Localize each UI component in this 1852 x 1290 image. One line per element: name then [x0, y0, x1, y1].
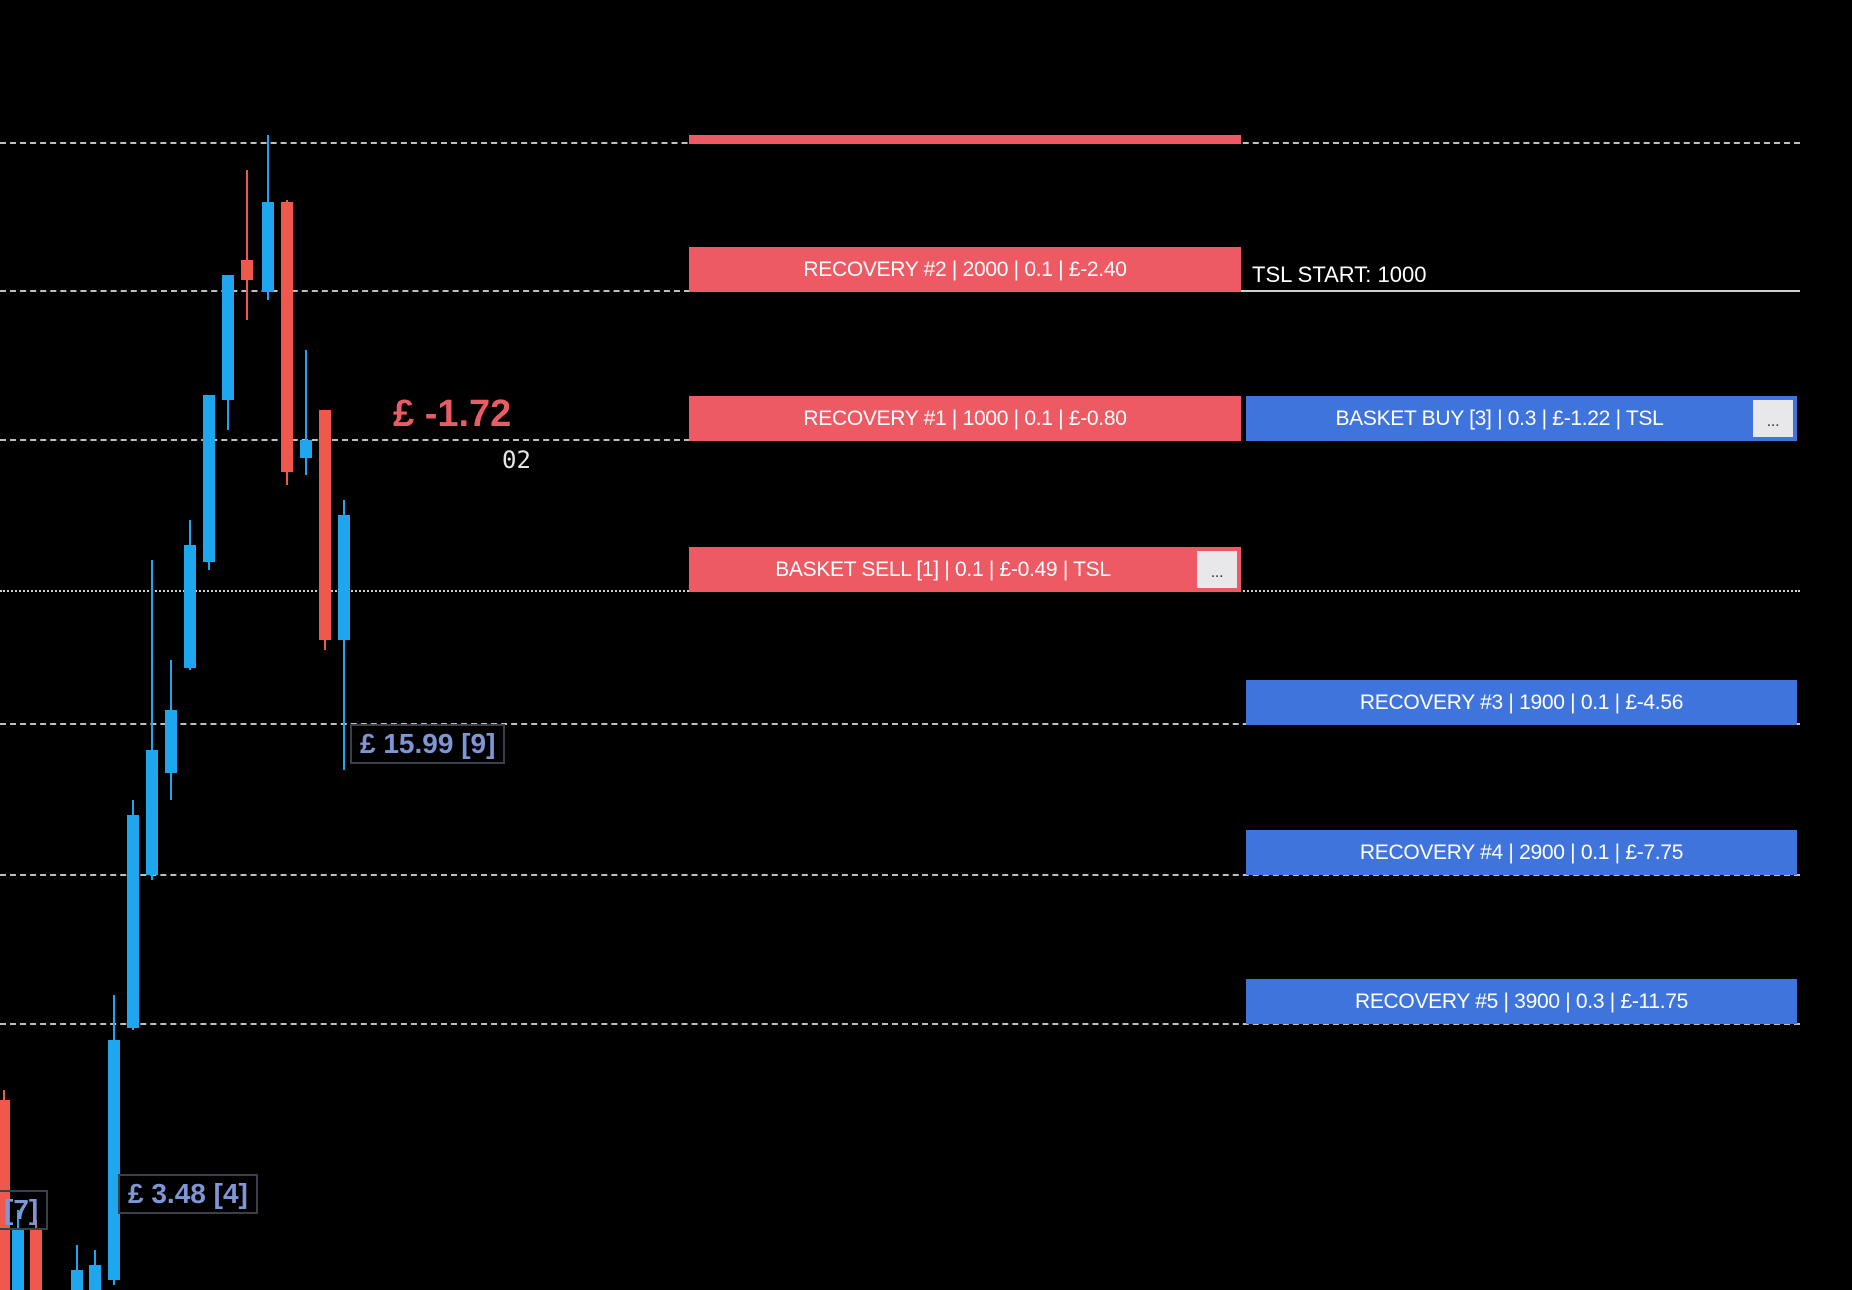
recovery-1-order[interactable]: RECOVERY #1 | 1000 | 0.1 | £-0.80 — [689, 396, 1241, 441]
bullish-candle — [146, 560, 158, 880]
bullish-candle — [184, 520, 196, 670]
total-pl-label: £ -1.72 — [393, 393, 512, 435]
bearish-candle — [241, 170, 253, 320]
recovery-5-order[interactable]: RECOVERY #5 | 3900 | 0.3 | £-11.75 — [1246, 979, 1797, 1024]
position-pl-box: £ 15.99 [9] — [350, 724, 506, 764]
level-line — [0, 439, 690, 441]
bullish-candle — [203, 395, 215, 570]
bullish-candle — [89, 1250, 101, 1290]
recovery-5-label: RECOVERY #5 | 3900 | 0.3 | £-11.75 — [1354, 989, 1689, 1013]
recovery-3-order[interactable]: RECOVERY #3 | 1900 | 0.1 | £-4.56 — [1246, 680, 1797, 725]
bullish-candle — [71, 1245, 83, 1290]
bearish-candle — [319, 410, 331, 650]
recovery-4-order[interactable]: RECOVERY #4 | 2900 | 0.1 | £-7.75 — [1246, 830, 1797, 875]
level-line — [0, 874, 1800, 876]
basket-sell-menu-button[interactable]: ... — [1197, 551, 1237, 588]
position-pl-box: [7] — [0, 1190, 49, 1230]
tsl-start-label: TSL START: 1000 — [1252, 262, 1427, 287]
level-line — [0, 1023, 1800, 1025]
level-line — [0, 290, 690, 292]
bullish-candle — [108, 995, 120, 1285]
basket-buy-label: BASKET BUY [3] | 0.3 | £-1.22 | TSL — [1335, 406, 1664, 430]
basket-sell-order[interactable]: BASKET SELL [1] | 0.1 | £-0.49 | TSL ... — [689, 547, 1241, 592]
bullish-candle — [165, 660, 177, 800]
countdown-label: 02 — [502, 446, 531, 474]
bearish-candle — [281, 200, 293, 485]
bullish-candle — [262, 135, 274, 300]
bullish-candle — [222, 275, 234, 430]
top-level-bar — [689, 135, 1241, 144]
tsl-start-line — [1240, 290, 1800, 292]
basket-sell-label: BASKET SELL [1] | 0.1 | £-0.49 | TSL — [775, 557, 1111, 581]
bullish-candle — [127, 800, 139, 1030]
basket-buy-menu-button[interactable]: ... — [1753, 400, 1793, 437]
recovery-2-order[interactable]: RECOVERY #2 | 2000 | 0.1 | £-2.40 — [689, 247, 1241, 292]
recovery-3-label: RECOVERY #3 | 1900 | 0.1 | £-4.56 — [1359, 690, 1684, 714]
bullish-candle — [300, 350, 312, 475]
basket-buy-order[interactable]: BASKET BUY [3] | 0.3 | £-1.22 | TSL ... — [1246, 396, 1797, 441]
bullish-candle — [12, 1210, 24, 1290]
position-pl-box: £ 3.48 [4] — [118, 1174, 258, 1214]
bearish-candle — [30, 1220, 42, 1290]
recovery-4-label: RECOVERY #4 | 2900 | 0.1 | £-7.75 — [1359, 840, 1684, 864]
level-line — [0, 723, 1800, 725]
recovery-1-label: RECOVERY #1 | 1000 | 0.1 | £-0.80 — [803, 406, 1127, 430]
bullish-candle — [338, 500, 350, 770]
recovery-2-label: RECOVERY #2 | 2000 | 0.1 | £-2.40 — [803, 257, 1127, 281]
